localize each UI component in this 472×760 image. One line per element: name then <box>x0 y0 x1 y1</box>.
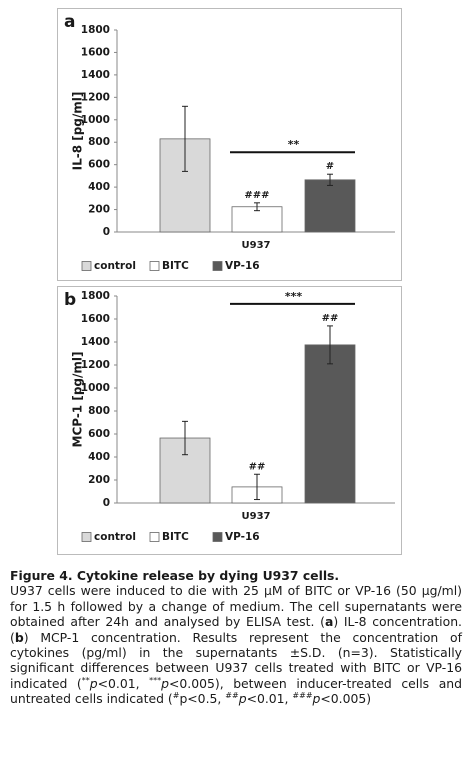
caption-body: U937 cells were induced to die with 25 µ… <box>10 583 462 706</box>
text: p <box>161 675 169 691</box>
legend-label: BITC <box>162 260 189 272</box>
legend-swatch <box>212 261 223 271</box>
bracket-label: ** <box>288 138 300 151</box>
y-tick-label: 800 <box>88 136 110 148</box>
text: U937 cells were induced to die with 25 µ… <box>10 583 462 630</box>
y-tick-label: 1200 <box>81 359 110 371</box>
legend-swatch <box>81 532 92 542</box>
panel-frame <box>57 286 402 555</box>
x-axis-label: U937 <box>242 240 271 251</box>
y-tick-label: 1600 <box>81 46 110 58</box>
panel-frame <box>57 8 402 281</box>
text: ) IL-8 concentration. ( <box>10 614 462 645</box>
caption: Figure 4. Cytokine release by dying U937… <box>10 568 462 707</box>
text: p<0.5, <box>179 691 226 707</box>
y-tick-label: 1200 <box>81 91 110 103</box>
text: <0.005), between inducer-treated cells a… <box>10 675 463 707</box>
y-tick-label: 400 <box>88 181 110 193</box>
bar <box>304 179 356 233</box>
y-tick-label: 1000 <box>81 114 110 126</box>
y-axis-label: IL-8 [pg/ml] <box>71 92 85 171</box>
y-tick-label: 1000 <box>81 382 110 394</box>
text: # <box>172 691 180 701</box>
legend-swatch <box>81 261 92 271</box>
legend-label: BITC <box>162 531 189 543</box>
legend-swatch <box>149 532 160 542</box>
panel-label: b <box>64 290 76 310</box>
y-tick-label: 400 <box>88 451 110 463</box>
y-tick-label: 600 <box>88 159 110 171</box>
legend-label: control <box>94 531 136 543</box>
text: <0.005) <box>320 691 372 707</box>
legend-label: control <box>94 260 136 272</box>
text: ** <box>81 675 90 685</box>
legend-swatch <box>149 261 160 271</box>
panel-label: a <box>64 12 75 32</box>
legend-label: VP-16 <box>225 531 260 543</box>
y-tick-label: 0 <box>103 226 110 238</box>
legend-swatch <box>212 532 223 542</box>
y-tick-label: 600 <box>88 428 110 440</box>
bracket-label: *** <box>285 290 303 303</box>
text: a <box>324 614 334 630</box>
y-tick-label: 200 <box>88 474 110 486</box>
y-tick-label: 800 <box>88 405 110 417</box>
significance-label: # <box>326 161 334 172</box>
text: p <box>312 691 321 707</box>
text: <0.01, <box>246 691 293 707</box>
legend-label: VP-16 <box>225 260 260 272</box>
y-tick-label: 1400 <box>81 69 110 81</box>
significance-label: ## <box>322 313 339 324</box>
text: p <box>238 691 247 707</box>
y-tick-label: 1800 <box>81 24 110 36</box>
figure: a IL-8 [pg/ml] 0 200 400 600 800 1000 1200 1400 16… <box>57 8 402 555</box>
y-tick-label: 0 <box>103 497 110 509</box>
bar <box>304 344 356 504</box>
y-tick-label: 1400 <box>81 336 110 348</box>
text: b <box>14 629 24 645</box>
y-tick-label: 1800 <box>81 290 110 302</box>
significance-label: ## <box>249 461 266 472</box>
text: ) MCP-1 concentration. Results represent… <box>10 629 462 691</box>
text: ### <box>292 691 313 701</box>
y-tick-label: 200 <box>88 204 110 216</box>
y-axis-label: MCP-1 [pg/ml] <box>71 352 85 448</box>
text: p <box>89 675 98 691</box>
text: ## <box>225 691 239 701</box>
x-axis-label: U937 <box>242 511 271 522</box>
y-tick-label: 1600 <box>81 313 110 325</box>
text: <0.01, <box>97 675 150 691</box>
caption-title: Figure 4. Cytokine release by dying U937… <box>10 568 340 583</box>
text: *** <box>149 675 162 685</box>
significance-label: ### <box>244 190 269 201</box>
